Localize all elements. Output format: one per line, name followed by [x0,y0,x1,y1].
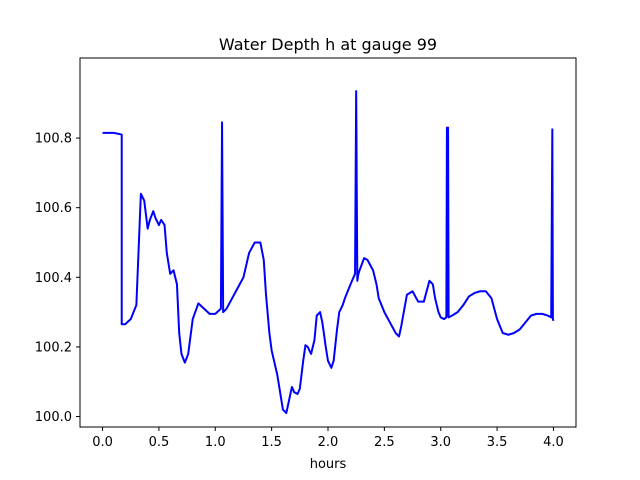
x-tick-label: 1.0 [205,435,226,450]
y-tick-label: 100.2 [35,340,72,355]
x-axis-ticks: 0.0 0.5 1.0 1.5 2.0 2.5 3.0 3.5 4.0 [92,427,564,450]
series-line [102,90,555,415]
plot-area [102,90,555,415]
x-tick-label: 2.5 [374,435,395,450]
x-tick-label: 2.0 [318,435,339,450]
x-axis-title: hours [310,457,347,472]
x-tick-label: 0.5 [149,435,170,450]
x-tick-label: 1.5 [261,435,282,450]
x-tick-label: 3.0 [430,435,451,450]
y-axis-ticks: 100.0 100.2 100.4 100.6 100.8 [35,132,80,425]
y-tick-label: 100.0 [35,410,72,425]
x-tick-label: 4.0 [543,435,564,450]
chart-title: Water Depth h at gauge 99 [219,35,437,54]
x-tick-label: 3.5 [487,435,508,450]
y-tick-label: 100.4 [35,271,72,286]
y-tick-label: 100.6 [35,201,72,216]
y-tick-label: 100.8 [35,132,72,147]
x-tick-label: 0.0 [92,435,113,450]
